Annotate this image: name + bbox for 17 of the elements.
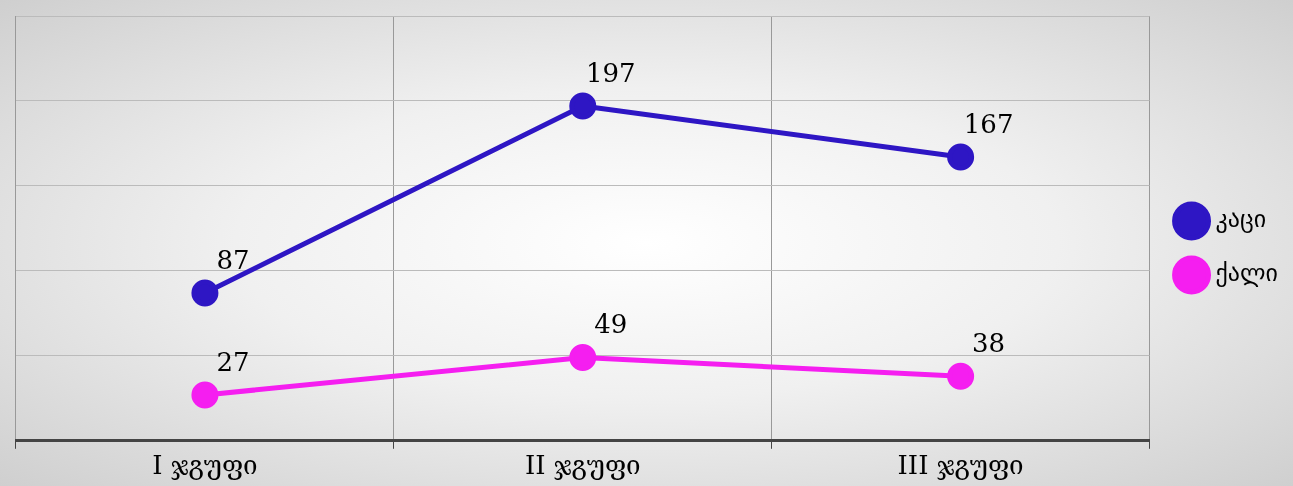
data-label: 87 [216,244,250,275]
data-label: 49 [594,309,628,340]
data-label: 197 [585,57,636,88]
data-label: 38 [972,327,1006,358]
x-tick-label: III ჯგუფი [897,450,1024,481]
point [569,344,597,372]
data-label: 27 [216,346,250,377]
x-tick-label: II ჯგუფი [524,450,641,481]
point [947,362,975,390]
legend-label: კაცი [1215,205,1267,234]
point [947,143,975,171]
point [191,381,219,409]
x-tick-label: I ჯგუფი [152,450,258,481]
data-label: 167 [963,108,1014,139]
point [569,92,597,120]
legend-label: ქალი [1215,259,1279,288]
point [191,279,219,307]
